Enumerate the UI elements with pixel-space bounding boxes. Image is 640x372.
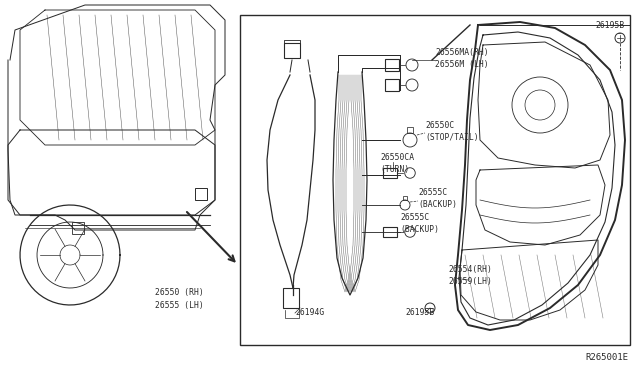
Bar [283, 288, 299, 308]
Text: 26556MA(RH): 26556MA(RH) [435, 48, 488, 57]
Text: 26555 (LH): 26555 (LH) [155, 301, 204, 310]
Text: (STOP/TAIL): (STOP/TAIL) [425, 133, 479, 142]
Bar [284, 43, 300, 58]
Bar [403, 196, 407, 200]
Text: (BACKUP): (BACKUP) [418, 200, 457, 209]
Text: 26195B: 26195B [595, 21, 624, 30]
Text: (TURN): (TURN) [380, 165, 409, 174]
Text: 26555C: 26555C [418, 188, 447, 197]
Bar [385, 60, 399, 71]
Text: 26554(RH): 26554(RH) [448, 265, 492, 274]
Text: 26559(LH): 26559(LH) [448, 277, 492, 286]
Text: 26195B: 26195B [405, 308, 435, 317]
Text: 26550C: 26550C [425, 121, 454, 130]
Bar [383, 168, 397, 178]
Bar [383, 227, 397, 237]
Text: 26550CA: 26550CA [380, 153, 414, 162]
Text: (BACKUP): (BACKUP) [400, 225, 439, 234]
Bar [195, 188, 207, 200]
Bar [240, 15, 630, 345]
Bar [385, 79, 399, 91]
Text: 26555C: 26555C [400, 213, 429, 222]
Text: 26194G: 26194G [295, 308, 324, 317]
Text: R265001E: R265001E [585, 353, 628, 362]
Bar [407, 127, 413, 133]
Text: 26556M (LH): 26556M (LH) [435, 60, 488, 69]
Bar [72, 222, 84, 234]
Text: 26550 (RH): 26550 (RH) [155, 288, 204, 297]
